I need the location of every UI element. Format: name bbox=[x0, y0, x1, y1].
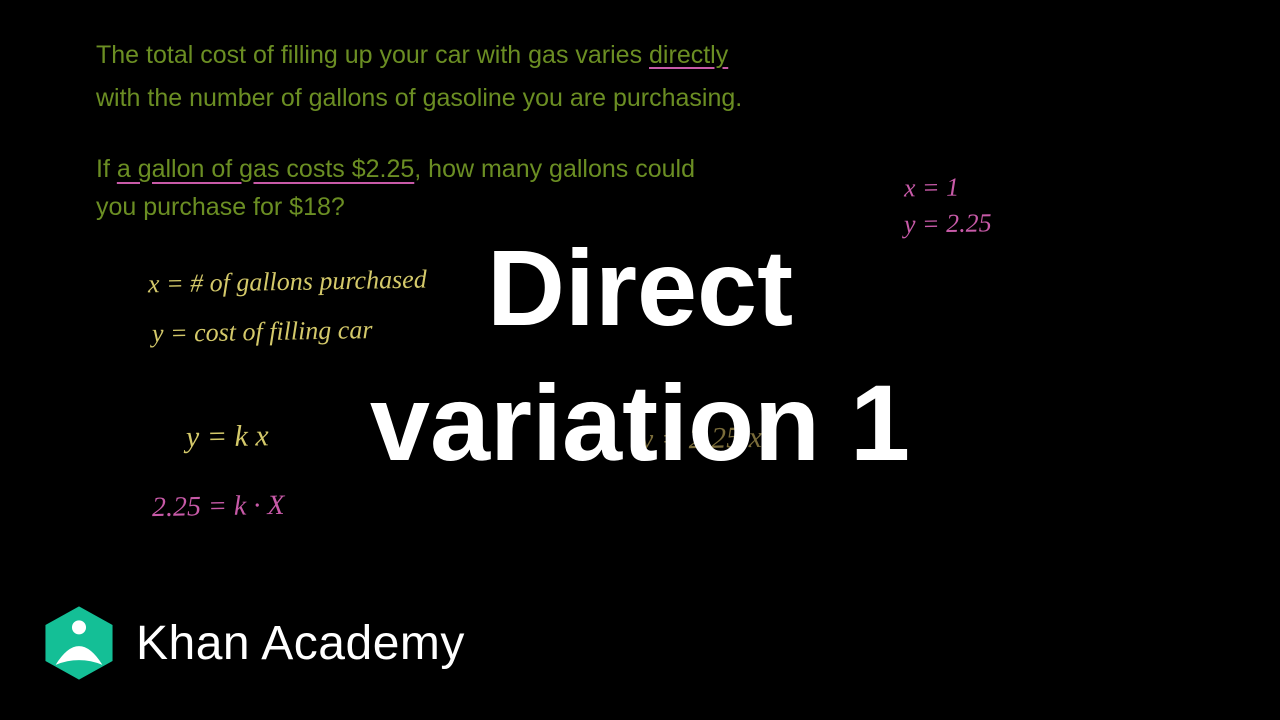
problem-line-2: with the number of gallons of gasoline y… bbox=[96, 79, 996, 118]
problem-line3-underlined: a gallon of gas costs $2.25 bbox=[117, 155, 414, 183]
brand-logo: Khan Academy bbox=[40, 604, 465, 682]
video-title-overlay: Direct variation 1 bbox=[0, 220, 1280, 490]
brand-name: Khan Academy bbox=[136, 616, 465, 671]
problem-line1-underlined: directly bbox=[649, 41, 728, 69]
logo-hex-icon bbox=[40, 604, 118, 682]
problem-line1-pre: The total cost of filling up your car wi… bbox=[96, 41, 649, 69]
title-line-1: Direct bbox=[0, 220, 1280, 355]
handwriting-x1: x = 1 bbox=[904, 174, 960, 204]
problem-line3-pre: If bbox=[96, 155, 117, 183]
problem-line3-post: , how many gallons could bbox=[414, 155, 695, 183]
problem-line-3: If a gallon of gas costs $2.25, how many… bbox=[96, 150, 996, 189]
problem-line-1: The total cost of filling up your car wi… bbox=[96, 36, 996, 75]
handwriting-225k: 2.25 = k · X bbox=[152, 491, 285, 524]
problem-statement: The total cost of filling up your car wi… bbox=[96, 36, 996, 227]
title-line-2: variation 1 bbox=[0, 355, 1280, 490]
